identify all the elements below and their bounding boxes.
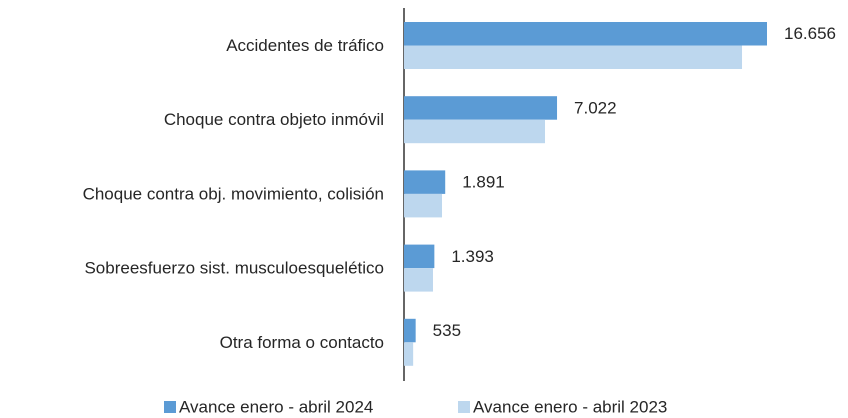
category-label: Choque contra obj. movimiento, colisión: [83, 184, 384, 203]
bar: [404, 268, 433, 292]
category-label: Otra forma o contacto: [220, 333, 384, 352]
bar: [404, 119, 546, 144]
category-label: Accidentes de tráfico: [226, 36, 384, 55]
legend-label: Avance enero - abril 2024: [179, 397, 373, 416]
bar: [404, 342, 414, 366]
data-label: 7.022: [574, 98, 617, 117]
data-label: 16.656: [784, 24, 836, 43]
category-label: Sobreesfuerzo sist. musculoesquelético: [84, 259, 384, 278]
legend-swatch: [164, 401, 176, 413]
bar: [404, 318, 416, 343]
category-label: Choque contra objeto inmóvil: [164, 110, 384, 129]
bar: [404, 170, 446, 194]
legend-swatch: [458, 401, 470, 413]
bar: [404, 244, 435, 269]
bar: [404, 96, 558, 120]
bar: [404, 45, 743, 69]
data-label: 1.393: [451, 247, 494, 266]
data-label: 1.891: [462, 173, 505, 192]
legend-label: Avance enero - abril 2023: [473, 397, 667, 416]
data-label: 535: [433, 321, 461, 340]
bar: [404, 22, 767, 46]
bar: [404, 193, 443, 218]
